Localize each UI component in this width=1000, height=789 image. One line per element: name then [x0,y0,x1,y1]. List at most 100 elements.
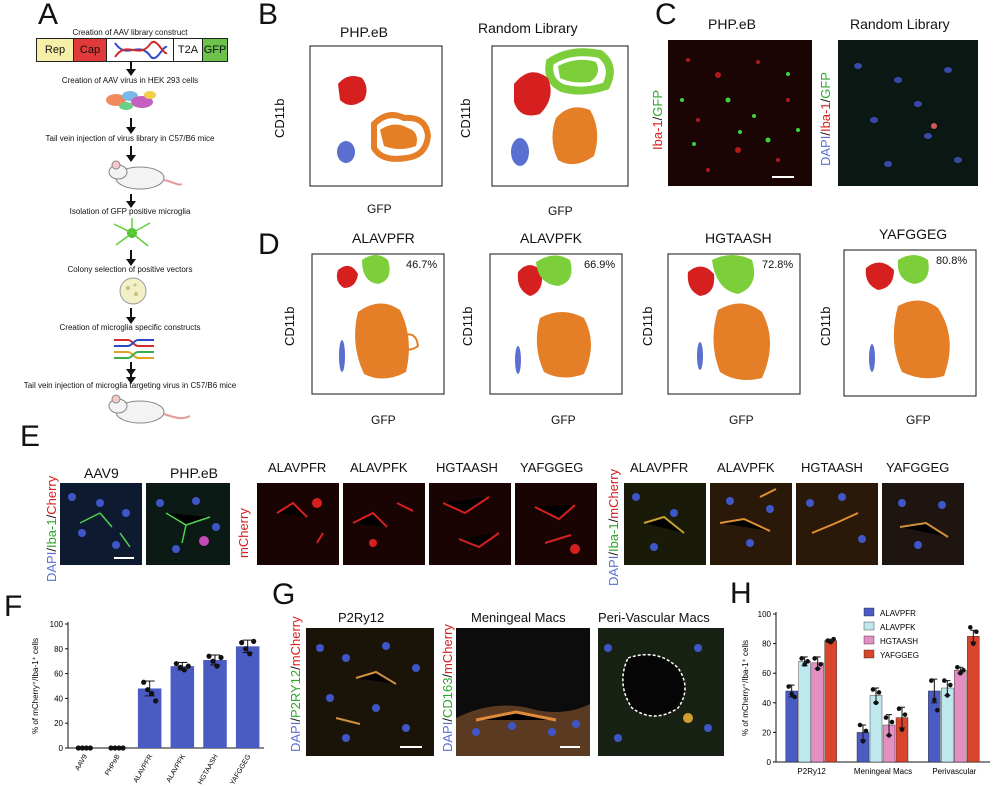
bar [824,640,837,763]
panel-f-letter: F [4,590,23,623]
flow-step-5: Creation of microglia specific construct… [59,323,201,332]
flow-step-1: Creation of AAV virus in HEK 293 cells [61,76,199,85]
y-tick-label: 20 [54,719,63,728]
bar [811,662,824,763]
data-point [831,636,836,642]
x-tick-label: AAV9 [74,753,89,772]
data-point [818,662,823,667]
micrograph-c-phpeb [668,40,812,186]
y-tick-label: 20 [762,728,771,737]
facs-plot-alavpfk: 66.9% [489,253,623,395]
data-point [120,745,126,751]
data-point [870,687,876,692]
micrograph-e-aav9 [60,483,142,565]
scale-bar [560,746,580,748]
bar [941,687,954,763]
y-axis-label: % of mCherry⁺/Iba-1⁺ cells [741,640,750,736]
e-title-g3-3: HGTAASH [801,460,863,475]
flow-arrow [126,374,136,384]
panel-c-letter: C [655,0,677,31]
data-point [961,667,966,673]
data-point [802,662,807,667]
data-point [786,684,791,689]
b-xlabel-2: GFP [548,204,573,218]
data-point [181,667,187,673]
d-percent-2: 66.9% [584,259,615,271]
micrograph-e-merge-1 [624,483,706,565]
x-tick-label: PHPeB [104,753,122,777]
b-title-1: PHP.eB [340,24,388,40]
data-point [873,700,879,706]
e-title-phpeb: PHP.eB [170,465,218,481]
data-point [812,656,817,661]
data-point [789,691,794,697]
flow-arrow [126,250,136,266]
d-title-2: ALAVPFK [520,230,582,246]
legend-label: ALAVPFR [880,609,916,618]
x-tick-label: ALAVPFK [166,753,188,784]
x-tick-label: ALAVPFR [133,754,155,785]
panel-g-letter: G [272,578,296,611]
data-point [883,715,889,720]
micrograph-e-mcherry-2 [343,483,425,565]
micrograph-e-merge-4 [882,483,964,565]
t2a-box: T2A [174,39,203,61]
data-point [243,646,249,652]
d-title-4: YAFGGEG [879,226,948,242]
y-tick-label: 100 [758,610,772,619]
data-point [251,638,257,644]
rep-box: Rep [37,39,74,61]
legend-swatch [863,621,875,631]
data-point [173,661,179,667]
scale-bar [114,557,134,559]
data-point [902,712,908,717]
y-tick-label: 100 [50,620,64,629]
flow-step-4: Colony selection of positive vectors [67,265,193,274]
d-ylabel-1: CD11b [282,306,297,346]
data-point [942,678,947,683]
d-ylabel-4: CD11b [818,306,833,346]
e-title-g2-2: ALAVPFK [350,460,408,475]
data-point [799,656,804,661]
data-point [153,698,159,704]
facs-plot-hgtaash: 72.8% [667,253,801,395]
d-percent-1: 46.7% [406,259,437,271]
e-title-g3-4: YAFGGEG [886,460,950,475]
legend-swatch [863,635,875,645]
y-tick-label: 0 [59,744,64,753]
construct-title: Creation of AAV library construct [72,28,188,37]
mouse-icon [108,394,191,424]
data-point [815,666,820,672]
e-title-aav9: AAV9 [84,465,119,481]
constructs-icon [114,339,154,359]
micrograph-e-merge-2 [710,483,792,565]
flow-step-3: Isolation of GFP positive microglia [69,207,191,216]
d-xlabel-4: GFP [906,413,931,427]
data-point [218,654,224,661]
bar [170,666,195,748]
library-insert [107,39,174,61]
x-tick-label: HGTAASH [197,754,220,786]
microglia-icon [113,218,151,247]
data-point [805,659,810,664]
d-xlabel-1: GFP [371,413,396,427]
x-tick-label: Perivascular [932,767,976,776]
data-point [828,639,833,645]
data-point [857,722,863,728]
d-title-3: HGTAASH [705,230,772,246]
micrograph-e-mcherry-3 [429,483,511,565]
panel-h-letter: H [730,577,752,610]
bar-chart-f: 0 20 40 60 80 100 % of mCherry⁺/Iba-1⁺ cells AA… [31,620,264,787]
flow-arrow [126,62,136,76]
data-point [79,745,85,751]
data-point [210,658,216,664]
flow-step-2: Tail vein injection of virus library in … [45,134,215,143]
y-tick-label: 0 [767,758,772,767]
bar [954,670,967,763]
mouse-icon [108,160,183,190]
panel-e-letter: E [20,420,41,453]
legend-swatch [863,649,875,659]
bar [137,688,162,748]
g-label-1: DAPI/P2RY12/mCherry [288,616,303,752]
b-xlabel-1: GFP [367,202,392,216]
